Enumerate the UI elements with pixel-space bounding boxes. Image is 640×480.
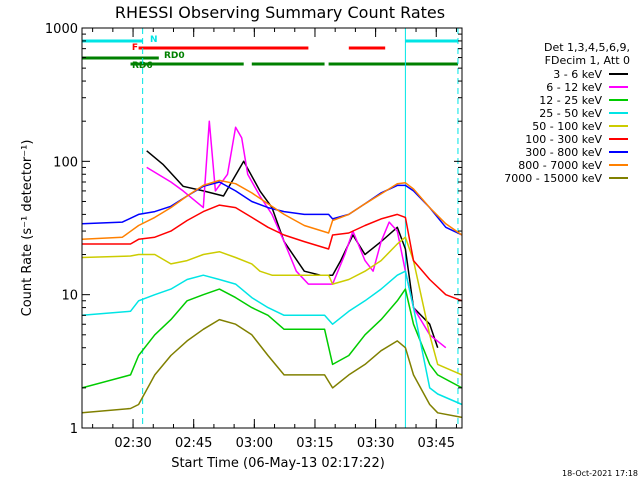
x-tick-label: 02:45 xyxy=(175,436,212,451)
legend-title: Det 1,3,4,5,6,9, xyxy=(544,41,630,54)
y-axis: 1 10 100 1000 xyxy=(45,22,462,437)
series-line xyxy=(82,204,463,302)
series-lines xyxy=(81,120,463,419)
y-axis-label: Count Rate (s⁻¹ detector⁻¹) xyxy=(20,140,35,317)
legend-label: 50 - 100 keV xyxy=(532,120,602,133)
legend-label: 7000 - 15000 keV xyxy=(504,172,602,185)
chart-title: RHESSI Observing Summary Count Rates xyxy=(115,3,445,22)
x-tick-label: 03:30 xyxy=(357,436,394,451)
flag-label: RD0 xyxy=(164,51,185,61)
series-line xyxy=(81,318,463,419)
flag-bars: N F RD0 RD6 xyxy=(82,35,458,71)
series-line xyxy=(81,181,463,236)
y-tick-label: 10 xyxy=(61,289,78,304)
legend-label: 6 - 12 keV xyxy=(546,81,602,94)
series-line xyxy=(146,120,447,349)
x-tick-label: 03:45 xyxy=(418,436,455,451)
flag-label: RD6 xyxy=(132,61,153,71)
series-line xyxy=(81,270,463,406)
plot-frame xyxy=(81,27,463,429)
y-tick-label: 1 xyxy=(70,422,78,437)
legend-label: 25 - 50 keV xyxy=(539,107,602,120)
vertical-markers xyxy=(142,28,459,428)
x-tick-label: 02:30 xyxy=(114,436,151,451)
legend-label: 3 - 6 keV xyxy=(553,68,602,81)
legend-label: 300 - 800 keV xyxy=(525,146,602,159)
x-tick-label: 03:00 xyxy=(236,436,273,451)
x-axis-label: Start Time (06-May-13 02:17:22) xyxy=(171,456,385,471)
series-line xyxy=(81,236,463,376)
legend: Det 1,3,4,5,6,9,FDecim 1, Att 03 - 6 keV… xyxy=(504,41,630,185)
legend-label: 800 - 7000 keV xyxy=(518,159,602,172)
timestamp: 18-Oct-2021 17:18 xyxy=(562,469,638,478)
x-tick-label: 03:15 xyxy=(296,436,333,451)
legend-label: 100 - 300 keV xyxy=(525,133,602,146)
series-line xyxy=(81,179,463,241)
series-line xyxy=(81,288,463,389)
series-line xyxy=(146,150,439,348)
flag-label: N xyxy=(150,35,158,45)
y-tick-label: 100 xyxy=(53,155,78,170)
legend-title: FDecim 1, Att 0 xyxy=(545,54,630,67)
flag-label: F xyxy=(132,43,138,53)
legend-label: 12 - 25 keV xyxy=(539,94,602,107)
y-tick-label: 1000 xyxy=(45,22,78,37)
x-axis: 02:30 02:45 03:00 03:15 03:30 03:45 xyxy=(92,28,457,451)
